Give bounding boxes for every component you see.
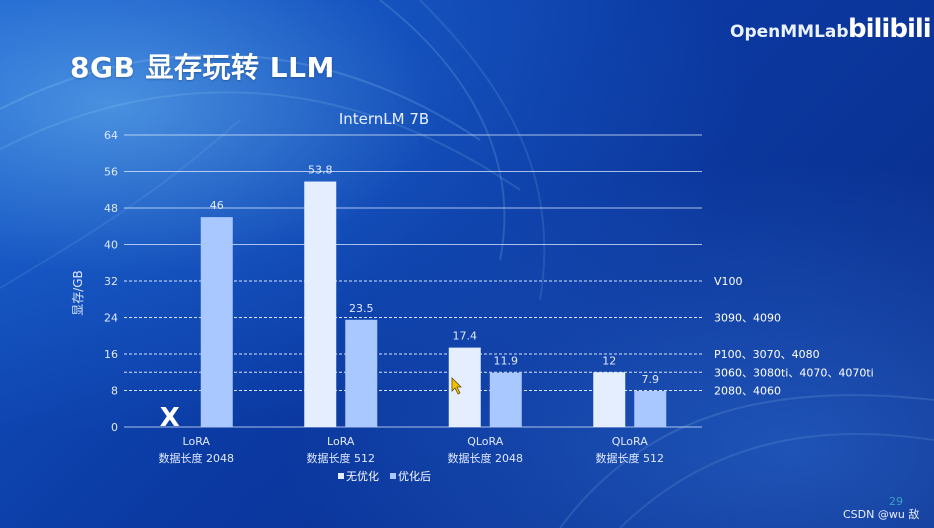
y-axis-label: 显存/GB — [71, 270, 85, 316]
chart-title: InternLM 7B — [339, 110, 429, 128]
bar — [489, 372, 522, 427]
data-label: 11.9 — [494, 355, 519, 368]
x-tick-sublabel: 数据长度 512 — [307, 451, 376, 465]
legend-label: 无优化 — [346, 469, 379, 483]
csdn-watermark: CSDN @wu 敌 — [843, 508, 920, 521]
reference-line-label: V100 — [714, 275, 743, 288]
x-tick-sublabel: 数据长度 2048 — [448, 451, 524, 465]
y-tick-label: 16 — [104, 348, 118, 361]
bar — [304, 181, 337, 427]
bilibili-logo: bilibili — [848, 14, 932, 44]
data-label: 17.4 — [453, 330, 478, 343]
mouse-cursor-icon — [451, 377, 462, 395]
legend-swatch — [338, 473, 344, 479]
reference-line-label: 3090、4090 — [714, 312, 781, 325]
data-label: 7.9 — [642, 373, 660, 386]
data-label: 53.8 — [308, 164, 333, 177]
legend-label: 优化后 — [398, 469, 431, 483]
bar — [634, 390, 667, 427]
y-tick-label: 24 — [104, 312, 118, 325]
x-tick-label: QLoRA — [612, 435, 649, 448]
missing-value-x-marker: X — [160, 403, 180, 433]
data-label: 23.5 — [349, 302, 374, 315]
y-tick-label: 48 — [104, 202, 118, 215]
bar — [593, 372, 626, 427]
bar — [200, 217, 233, 427]
y-tick-label: 64 — [104, 129, 118, 142]
x-tick-sublabel: 数据长度 2048 — [159, 451, 235, 465]
reference-line-label: 2080、4060 — [714, 385, 781, 398]
reference-line-label: P100、3070、4080 — [714, 348, 820, 361]
y-tick-label: 56 — [104, 166, 118, 179]
data-label: 46 — [210, 199, 224, 212]
reference-line-label: 3060、3080ti、4070、4070ti — [714, 366, 874, 379]
x-tick-label: LoRA — [183, 435, 211, 448]
brand-name: OpenMMLab — [730, 22, 849, 42]
bar — [345, 319, 378, 427]
y-tick-label: 0 — [111, 421, 118, 434]
page-number: 29 — [889, 495, 903, 508]
x-tick-label: LoRA — [327, 435, 355, 448]
data-label: 12 — [602, 354, 616, 367]
y-tick-label: 40 — [104, 239, 118, 252]
y-tick-label: 8 — [111, 385, 118, 398]
y-tick-label: 32 — [104, 275, 118, 288]
x-tick-label: QLoRA — [467, 435, 504, 448]
x-tick-sublabel: 数据长度 512 — [596, 451, 665, 465]
legend-swatch — [390, 473, 396, 479]
slide-title: 8GB 显存玩转 LLM — [70, 51, 335, 84]
